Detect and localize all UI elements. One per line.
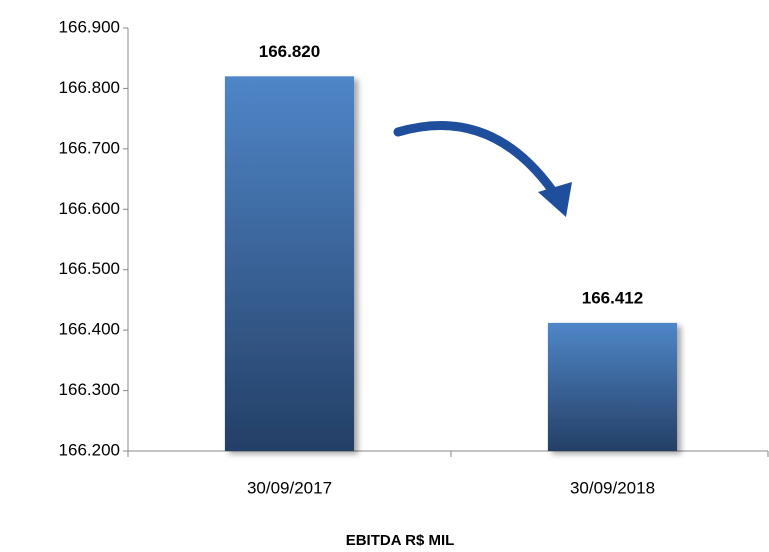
trend-arrow (393, 121, 557, 195)
y-tick-label: 166.600 (59, 199, 120, 218)
bar (224, 76, 355, 451)
y-tick-label: 166.900 (59, 17, 120, 36)
y-tick-label: 166.200 (59, 440, 120, 459)
y-tick-label: 166.300 (59, 380, 120, 399)
y-tick-label: 166.700 (59, 138, 120, 157)
trend-arrow-head (538, 182, 572, 217)
y-tick-label: 166.800 (59, 78, 120, 97)
y-tick-label: 166.400 (59, 320, 120, 339)
x-tick-label: 30/09/2018 (570, 478, 655, 497)
x-tick-label: 30/09/2017 (247, 478, 332, 497)
y-tick-label: 166.500 (59, 259, 120, 278)
data-label: 166.412 (582, 288, 643, 307)
chart-title: EBITDA R$ MIL (346, 532, 455, 549)
bar (547, 322, 678, 451)
data-label: 166.820 (259, 42, 320, 61)
